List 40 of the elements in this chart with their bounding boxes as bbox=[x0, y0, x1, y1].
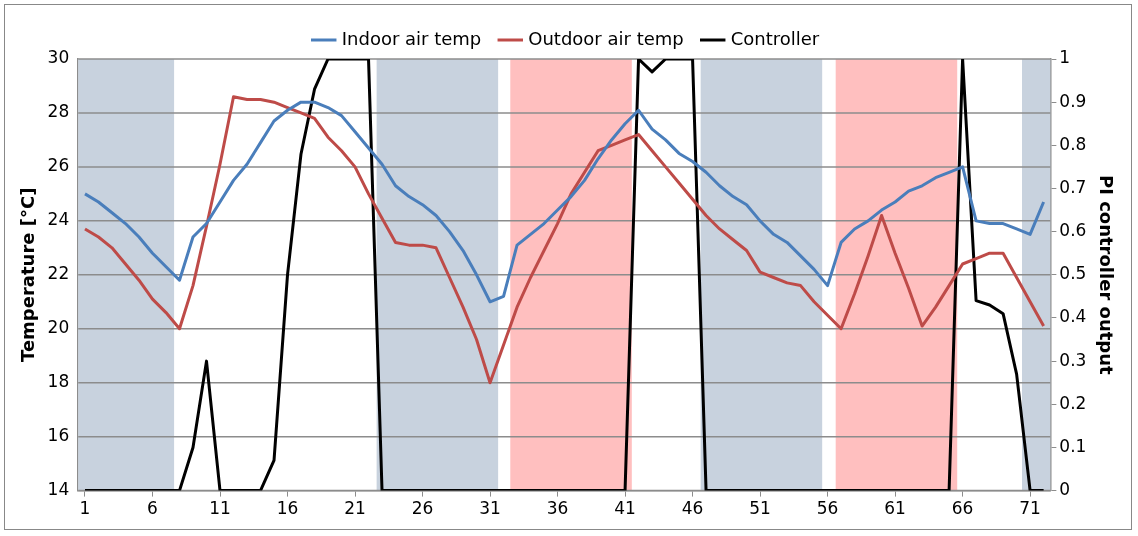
x-tick-label: 31 bbox=[479, 498, 501, 519]
y2-tick-label: 0 bbox=[1059, 479, 1071, 500]
y2-tick-label: 0.6 bbox=[1059, 220, 1087, 241]
y2-tick-label: 0.9 bbox=[1059, 90, 1087, 111]
x-tick-label: 41 bbox=[614, 498, 636, 519]
y-tick-label: 18 bbox=[47, 371, 70, 392]
x-tick-label: 46 bbox=[681, 498, 704, 519]
legend-label: Indoor air temp bbox=[341, 27, 482, 49]
y2-tick-label: 0.7 bbox=[1059, 176, 1087, 197]
y-tick-label: 14 bbox=[47, 479, 70, 500]
x-tick-label: 66 bbox=[951, 498, 974, 519]
x-tick-label: 21 bbox=[344, 498, 366, 519]
y-axis-title: Temperature [°C] bbox=[17, 187, 39, 362]
x-tick-label: 11 bbox=[209, 498, 231, 519]
y2-axis-title: PI controller output bbox=[1095, 174, 1117, 376]
y-tick-label: 16 bbox=[47, 425, 70, 446]
x-tick-label: 1 bbox=[79, 498, 91, 519]
x-tick-label: 16 bbox=[276, 498, 299, 519]
x-tick-label: 51 bbox=[749, 498, 771, 519]
y2-tick-label: 0.5 bbox=[1059, 263, 1087, 284]
x-tick-label: 26 bbox=[411, 498, 434, 519]
y-tick-label: 22 bbox=[47, 263, 70, 284]
x-tick-label: 6 bbox=[147, 498, 158, 519]
x-tick-label: 71 bbox=[1019, 498, 1041, 519]
y-tick-label: 30 bbox=[47, 47, 70, 68]
y2-tick-label: 0.8 bbox=[1059, 133, 1087, 154]
x-tick-label: 56 bbox=[816, 498, 839, 519]
x-tick-label: 36 bbox=[546, 498, 569, 519]
y2-tick-label: 0.4 bbox=[1059, 306, 1087, 327]
legend-label: Controller bbox=[730, 27, 820, 49]
y2-tick-label: 0.3 bbox=[1059, 349, 1087, 370]
y2-tick-label: 1 bbox=[1059, 47, 1071, 68]
y-tick-label: 24 bbox=[47, 209, 70, 230]
y-tick-label: 26 bbox=[47, 155, 70, 176]
legend-label: Outdoor air temp bbox=[528, 27, 684, 49]
y-tick-label: 28 bbox=[47, 101, 70, 122]
x-tick-label: 61 bbox=[884, 498, 906, 519]
y2-tick-label: 0.1 bbox=[1059, 435, 1087, 456]
y2-tick-label: 0.2 bbox=[1059, 392, 1087, 413]
y-tick-label: 20 bbox=[47, 317, 70, 338]
